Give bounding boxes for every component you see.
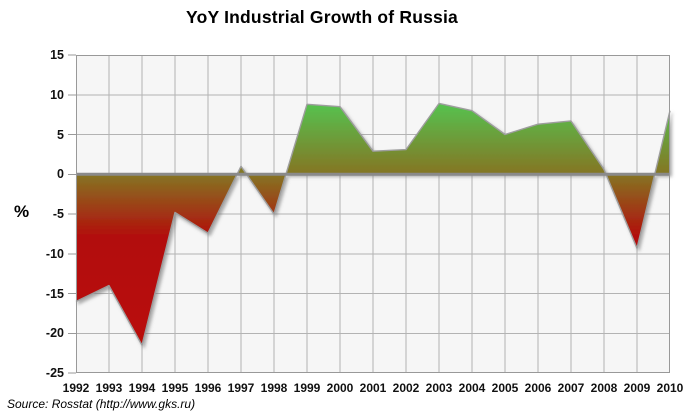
source-note: Source: Rosstat (http://www.gks.ru) — [7, 397, 196, 411]
chart-title: YoY Industrial Growth of Russia — [186, 7, 458, 27]
y-tick-label: -15 — [45, 286, 64, 301]
y-tick-label: -10 — [45, 246, 64, 261]
x-tick-label: 1998 — [260, 381, 288, 395]
x-tick-label: 2002 — [392, 381, 420, 395]
x-tick-label: 2009 — [623, 381, 651, 395]
y-tick-label: 0 — [57, 167, 64, 182]
area-series — [76, 103, 670, 346]
y-tick-label: 5 — [57, 127, 64, 142]
x-tick-label: 2001 — [359, 381, 387, 395]
x-tick-label: 1992 — [62, 381, 90, 395]
x-tick-label: 1994 — [128, 381, 156, 395]
area-series-group — [75, 102, 671, 346]
x-tick-label: 2008 — [590, 381, 618, 395]
x-tick-label: 2005 — [491, 381, 519, 395]
x-tick-label: 1997 — [227, 381, 255, 395]
x-tick-label: 2003 — [425, 381, 453, 395]
y-tick-label: -5 — [52, 207, 64, 221]
y-tick-label: -20 — [45, 326, 64, 341]
plot-border — [76, 55, 670, 373]
x-tick-label: 1995 — [161, 381, 189, 395]
x-tick-label: 2000 — [326, 381, 354, 395]
x-tick-label: 1996 — [194, 381, 222, 395]
y-tick-label: 10 — [50, 87, 64, 102]
x-tick-label: 1993 — [95, 381, 123, 395]
y-tick-label: 15 — [50, 48, 64, 62]
x-tick-label: 2007 — [557, 381, 585, 395]
series-outline — [75, 102, 671, 346]
x-tick-label: 2010 — [656, 381, 684, 395]
x-tick-label: 1999 — [293, 381, 321, 395]
y-axis-title: % — [14, 202, 30, 221]
y-tick-label: -25 — [45, 366, 64, 380]
x-tick-label: 2004 — [458, 381, 486, 395]
x-tick-label: 2006 — [524, 381, 552, 395]
